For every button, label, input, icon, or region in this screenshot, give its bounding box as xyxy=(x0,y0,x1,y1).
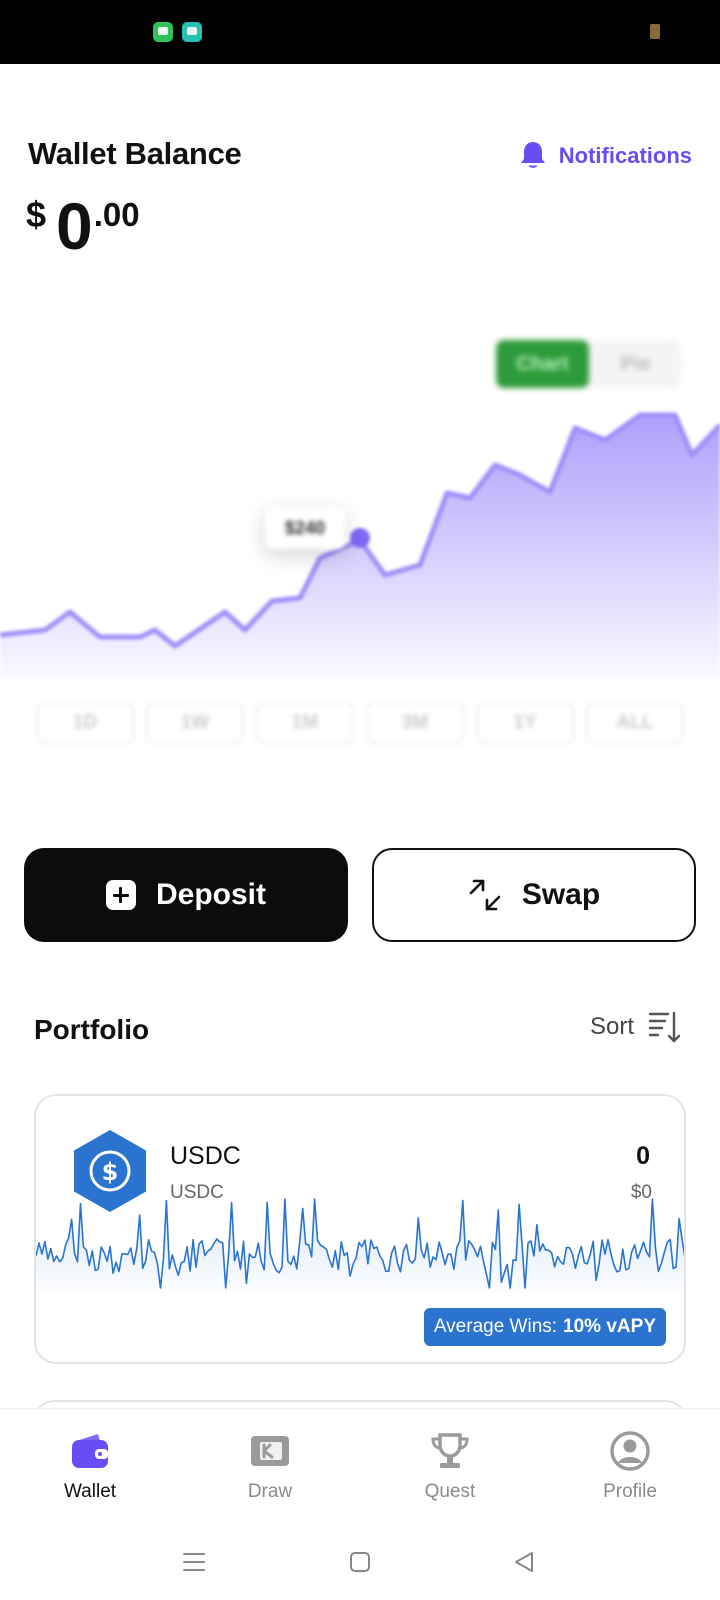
balance-area-chart xyxy=(0,412,720,680)
wallet-icon xyxy=(72,1434,108,1468)
deposit-label: Deposit xyxy=(155,878,266,911)
apy-prefix: Average Wins: xyxy=(433,1316,558,1337)
notifications-label: Notifications xyxy=(558,143,692,168)
portfolio-title: Portfolio xyxy=(34,1014,150,1045)
balance-amount: $ 0 .00 xyxy=(26,188,140,264)
toggle-chart[interactable]: Chart xyxy=(496,340,589,388)
chat-notification-icon xyxy=(182,22,202,42)
toggle-pie[interactable]: Pie xyxy=(620,352,651,375)
balance-decimal: .00 xyxy=(93,196,140,233)
range-all[interactable]: ALL xyxy=(586,702,684,744)
system-nav-bar xyxy=(0,1524,720,1600)
usdc-logo-icon: $ xyxy=(74,1130,146,1212)
sort-descending-icon xyxy=(648,1011,681,1043)
plus-icon xyxy=(105,880,136,910)
messages-notification-icon xyxy=(153,22,173,42)
ticket-icon xyxy=(251,1436,289,1466)
asset-sparkline xyxy=(36,1198,684,1291)
chart-type-toggle[interactable]: Chart Pie xyxy=(496,340,682,388)
sparkline-line xyxy=(36,1198,684,1289)
nav-draw[interactable]: Draw xyxy=(180,1409,360,1524)
range-1m[interactable]: 1M xyxy=(256,702,354,744)
apy-badge: Average Wins: 10% vAPY xyxy=(423,1308,666,1346)
nav-profile-label: Profile xyxy=(603,1481,657,1502)
asset-value: $0 xyxy=(630,1182,652,1203)
user-circle-icon xyxy=(610,1431,650,1471)
asset-name: USDC xyxy=(170,1142,241,1170)
swap-label: Swap xyxy=(521,878,601,911)
chart-tooltip: $240 xyxy=(265,507,345,549)
range-1y[interactable]: 1Y xyxy=(476,702,574,744)
asset-symbol: USDC xyxy=(170,1182,224,1203)
status-bar xyxy=(0,0,720,64)
bell-icon xyxy=(520,142,545,168)
asset-amount: 0 xyxy=(636,1142,650,1170)
nav-quest-label: Quest xyxy=(424,1481,476,1502)
deposit-button[interactable]: Deposit xyxy=(24,848,348,942)
nav-quest[interactable]: Quest xyxy=(360,1409,540,1524)
back-triangle-icon[interactable] xyxy=(512,1550,536,1574)
home-square-icon[interactable] xyxy=(348,1550,372,1574)
balance-chart-preview: Chart Pie $240 1D 1W 1M 3M 1Y xyxy=(0,300,720,780)
sort-label: Sort xyxy=(589,1013,634,1040)
swap-button[interactable]: Swap xyxy=(372,848,696,942)
chart-highlight-point xyxy=(350,528,370,548)
range-1d[interactable]: 1D xyxy=(36,702,134,744)
balance-currency: $ xyxy=(26,194,47,235)
bottom-nav: Wallet Draw Quest Pr xyxy=(0,1408,720,1524)
apy-value: 10% vAPY xyxy=(563,1316,656,1337)
asset-card-usdc[interactable]: $ USDC USDC 0 $0 Average Wins: 10% vAPY xyxy=(34,1094,686,1364)
swap-arrows-icon xyxy=(469,879,501,911)
notifications-button[interactable]: Notifications xyxy=(519,140,692,172)
nav-profile[interactable]: Profile xyxy=(540,1409,720,1524)
svg-text:$: $ xyxy=(102,1158,119,1186)
nav-wallet[interactable]: Wallet xyxy=(0,1409,180,1524)
sort-button[interactable]: Sort xyxy=(590,1010,682,1044)
nav-wallet-label: Wallet xyxy=(63,1481,117,1502)
range-3m[interactable]: 3M xyxy=(366,702,464,744)
time-range-selector[interactable]: 1D 1W 1M 3M 1Y ALL xyxy=(36,702,684,744)
chart-line xyxy=(0,412,720,649)
range-1w[interactable]: 1W xyxy=(146,702,244,744)
menu-icon[interactable] xyxy=(182,1550,206,1574)
balance-integer: 0 xyxy=(56,189,93,263)
nav-draw-label: Draw xyxy=(247,1481,293,1502)
page-title: Wallet Balance xyxy=(28,136,242,171)
trophy-icon xyxy=(431,1433,469,1468)
battery-icon xyxy=(650,24,660,39)
